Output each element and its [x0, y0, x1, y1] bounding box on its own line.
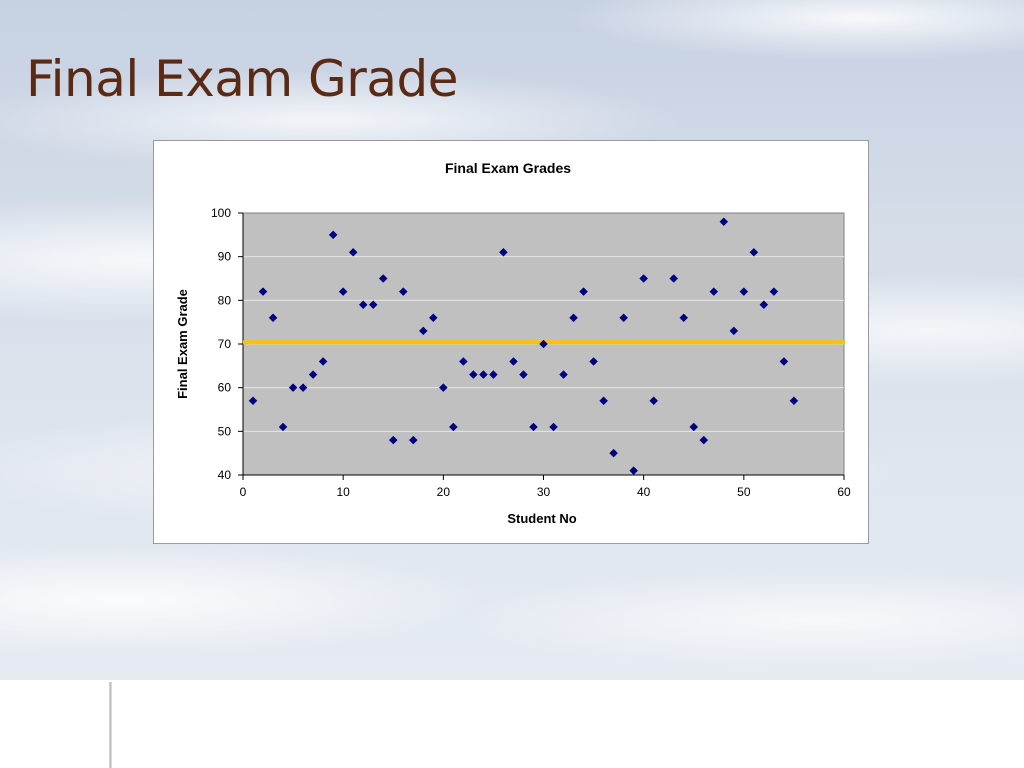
- page-title: Final Exam Grade: [26, 50, 459, 108]
- x-tick-label: 30: [537, 485, 551, 499]
- x-tick-label: 50: [737, 485, 751, 499]
- data-point: [418, 326, 428, 336]
- data-point: [499, 247, 508, 257]
- x-tick-label: 20: [437, 485, 451, 499]
- data-point: [669, 274, 679, 283]
- data-point: [479, 370, 488, 379]
- data-point: [288, 383, 298, 393]
- data-point: [388, 435, 398, 445]
- data-point: [428, 313, 438, 323]
- tick-labels: 40 50 60 70 80 90 100 0 10 20 30 40 50 60: [211, 206, 851, 499]
- data-point: [749, 247, 759, 257]
- data-point: [759, 300, 769, 310]
- y-axis-label: Final Exam Grade: [175, 289, 190, 399]
- data-point: [789, 396, 799, 406]
- y-tick-label: 100: [211, 206, 231, 220]
- data-point: [579, 287, 588, 296]
- data-point: [489, 370, 498, 379]
- data-point: [459, 357, 468, 366]
- data-point: [619, 313, 628, 323]
- data-point: [438, 383, 448, 393]
- chart-title: Final Exam Grades: [445, 160, 571, 176]
- data-point: [318, 357, 328, 366]
- data-point: [679, 313, 689, 323]
- x-tick-label: 40: [637, 485, 651, 499]
- data-point: [448, 422, 458, 432]
- data-point: [739, 287, 749, 296]
- y-tick-label: 80: [218, 293, 232, 307]
- data-point: [709, 287, 719, 296]
- data-point: [398, 287, 408, 296]
- data-point: [509, 357, 518, 366]
- data-point: [348, 247, 358, 257]
- data-point: [298, 383, 308, 393]
- chart-panel: Final Exam Grades 40 50 60 70 80 90 100 0 10 20 30…: [153, 140, 869, 544]
- data-point: [368, 300, 378, 310]
- data-point: [268, 313, 278, 323]
- data-point: [278, 422, 288, 432]
- data-point: [599, 396, 608, 406]
- y-tick-label: 60: [218, 381, 232, 395]
- data-point: [649, 396, 659, 406]
- data-point: [769, 287, 779, 296]
- data-point: [469, 370, 478, 379]
- scatter-chart: Final Exam Grades 40 50 60 70 80 90 100 0 10 20 30…: [175, 160, 851, 526]
- data-point: [258, 287, 268, 296]
- data-point: [338, 287, 348, 296]
- data-point: [248, 396, 258, 406]
- data-point: [308, 370, 318, 379]
- data-point: [609, 448, 618, 458]
- data-point: [539, 339, 548, 349]
- data-point: [779, 357, 789, 366]
- data-point: [378, 274, 388, 283]
- data-point: [559, 370, 568, 379]
- data-point: [589, 357, 598, 366]
- data-point: [689, 422, 699, 432]
- y-tick-label: 40: [218, 468, 232, 482]
- y-tick-label: 50: [218, 424, 232, 438]
- x-tick-label: 10: [336, 485, 350, 499]
- data-point: [639, 274, 649, 283]
- data-point: [328, 230, 338, 240]
- data-points: [248, 217, 799, 475]
- data-point: [519, 370, 528, 379]
- data-point: [358, 300, 368, 310]
- data-point: [699, 435, 709, 445]
- y-tick-label: 70: [218, 337, 232, 351]
- data-point: [719, 217, 729, 227]
- data-point: [549, 422, 558, 432]
- x-tick-label: 0: [240, 485, 247, 499]
- footer-band: [0, 680, 1024, 768]
- data-point: [569, 313, 578, 323]
- data-point: [408, 435, 418, 445]
- y-tick-label: 90: [218, 250, 232, 264]
- footer-divider: [109, 682, 112, 768]
- data-point: [529, 422, 538, 432]
- data-point: [729, 326, 739, 336]
- x-axis-label: Student No: [507, 511, 576, 526]
- data-point: [629, 466, 639, 475]
- x-tick-label: 60: [837, 485, 851, 499]
